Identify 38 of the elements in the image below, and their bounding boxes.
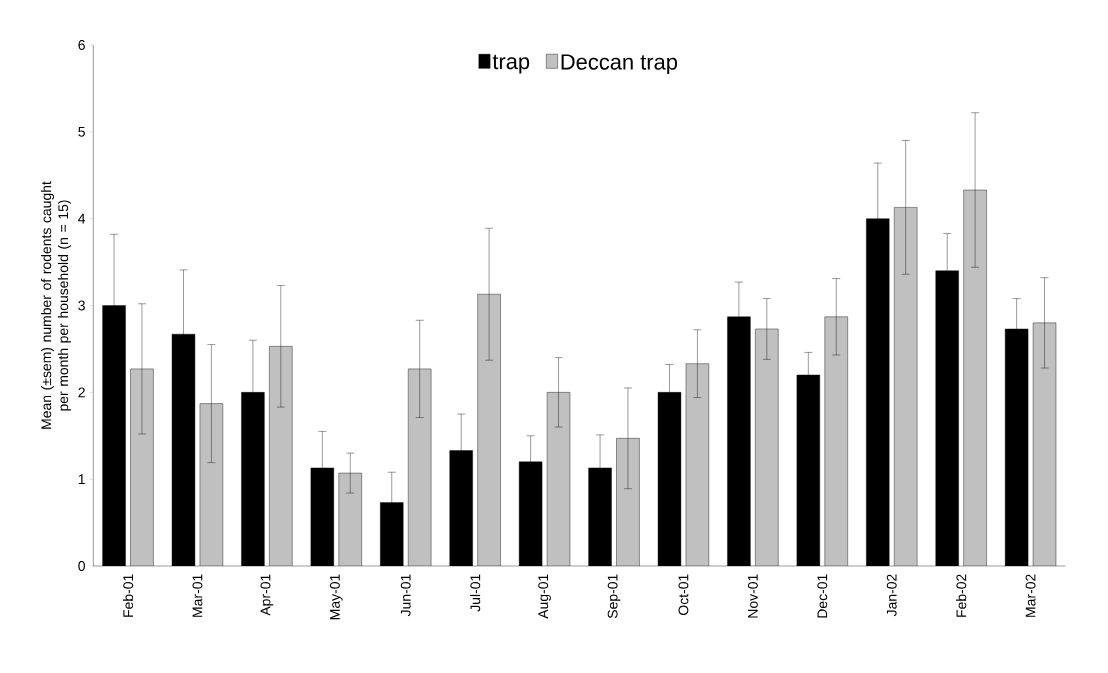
x-tick-label: Mar-02 (1025, 574, 1036, 617)
y-tick-label: 2 (78, 387, 85, 398)
x-tick-label: Aug-01 (538, 574, 551, 619)
bar (755, 328, 779, 566)
bar (547, 392, 570, 566)
y-tick-label: 6 (78, 40, 85, 50)
bar (616, 438, 640, 566)
x-tick-label: May-01 (329, 574, 343, 620)
y-tick-label: 1 (78, 474, 85, 484)
y-tick-label: 5 (78, 126, 85, 137)
legend-label: trap (492, 54, 530, 74)
x-tick-label: Jun-01 (400, 574, 411, 617)
bar (408, 368, 432, 566)
x-tick-label: Mar-01 (192, 574, 203, 617)
x-tick-label: Dec-01 (817, 574, 828, 618)
bar (685, 363, 709, 566)
x-tick-label: Feb-01 (122, 574, 134, 617)
bar (894, 207, 918, 566)
bar (338, 473, 362, 566)
bar (1032, 322, 1057, 566)
bar (269, 346, 293, 566)
x-tick-label: Sep-01 (607, 574, 621, 619)
bar (824, 316, 848, 566)
x-tick-label: Jan-02 (886, 574, 897, 617)
y-tick-label: 4 (78, 213, 86, 224)
x-tick-label: Apr-01 (260, 574, 274, 616)
bar (963, 190, 987, 566)
x-tick-label: Jul-01 (470, 574, 481, 612)
bar (130, 368, 154, 566)
x-tick-label: Oct-01 (678, 574, 689, 615)
x-tick-label: Nov-01 (747, 574, 758, 618)
bar (477, 294, 501, 566)
x-tick-label: Feb-02 (956, 574, 967, 617)
bar (199, 403, 223, 566)
y-tick-label: 3 (78, 300, 85, 311)
legend-label: Deccan trap (561, 54, 678, 75)
y-axis-title: Mean (±sem) number of rodents caught per month per household (n = 15) (40, 181, 71, 429)
y-tick-label: 0 (78, 561, 85, 571)
